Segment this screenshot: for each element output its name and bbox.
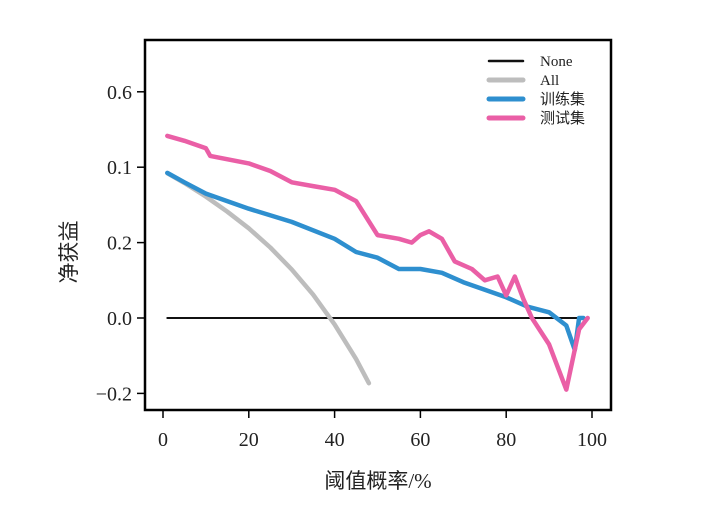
series-line-2: [165, 170, 586, 353]
plot-frame: [143, 38, 613, 412]
x-tick-label: 60: [410, 429, 430, 451]
legend-label: 训练集: [540, 91, 585, 108]
series-line-1: [165, 170, 372, 386]
y-tick-label: −0.2: [96, 383, 132, 405]
x-tick-label: 20: [239, 429, 259, 451]
x-tick-label: 100: [577, 429, 607, 451]
x-tick-label: 0: [158, 429, 168, 451]
series-line-3: [165, 133, 590, 392]
x-tick-label: 40: [325, 429, 345, 451]
y-tick-label: 0.0: [107, 308, 132, 330]
x-tick-label: 80: [496, 429, 516, 451]
y-axis-label: 净获益: [57, 221, 81, 284]
y-tick-label: 0.2: [107, 233, 132, 255]
legend-label: None: [540, 54, 573, 70]
legend-label: All: [540, 73, 559, 89]
y-tick-label: 0.1: [107, 157, 132, 179]
legend-label: 测试集: [540, 110, 585, 127]
y-tick-label: 0.6: [107, 82, 132, 104]
x-axis-label: 阈值概率/%: [324, 469, 431, 493]
